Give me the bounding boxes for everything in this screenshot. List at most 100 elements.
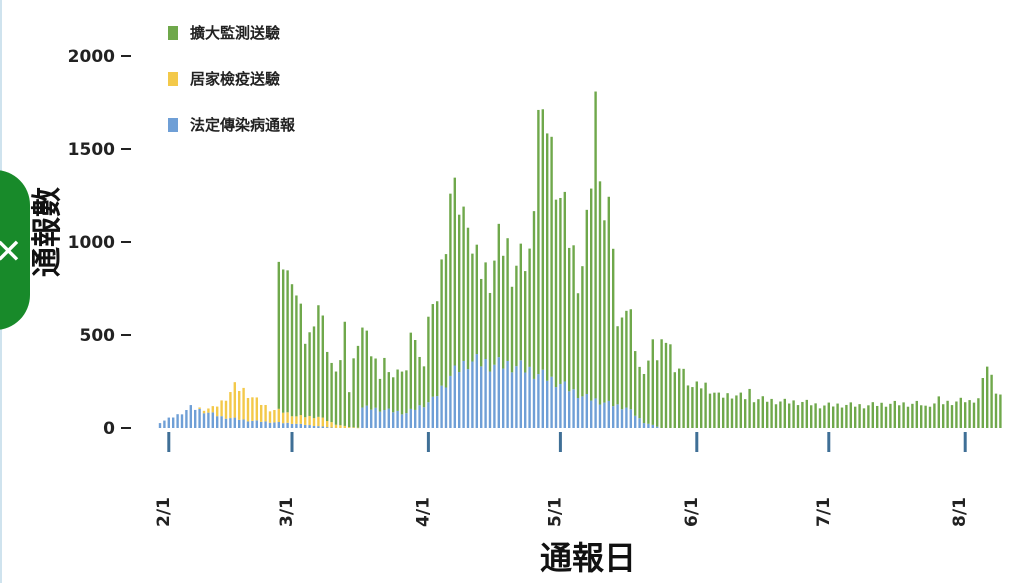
bar bbox=[867, 405, 870, 428]
bar bbox=[290, 284, 294, 417]
bar bbox=[352, 427, 355, 428]
bar bbox=[189, 405, 192, 428]
bar bbox=[638, 366, 641, 419]
bar bbox=[902, 402, 905, 428]
bar bbox=[990, 374, 993, 428]
bar bbox=[656, 426, 659, 428]
bar bbox=[312, 418, 316, 426]
bar bbox=[537, 109, 540, 375]
bar bbox=[233, 417, 236, 428]
bar bbox=[616, 404, 619, 428]
bar bbox=[370, 356, 373, 410]
bar bbox=[260, 421, 263, 428]
y-tick-label: 2000 bbox=[68, 47, 115, 67]
legend-swatch bbox=[168, 26, 178, 40]
bar bbox=[207, 412, 210, 428]
bar bbox=[603, 220, 606, 403]
bar bbox=[308, 425, 311, 428]
bar bbox=[295, 295, 298, 417]
bar bbox=[506, 360, 509, 428]
bar bbox=[282, 412, 285, 424]
bar bbox=[620, 409, 624, 428]
bar bbox=[167, 417, 170, 428]
bar bbox=[788, 403, 791, 428]
y-axis: 0 500 1000 1500 2000 bbox=[68, 47, 131, 439]
bar bbox=[598, 404, 602, 428]
bar bbox=[216, 416, 219, 428]
bar bbox=[352, 358, 355, 428]
bar bbox=[180, 414, 184, 428]
bar bbox=[950, 405, 954, 428]
green-side-tab[interactable] bbox=[0, 170, 30, 330]
bar bbox=[550, 376, 553, 428]
bar bbox=[761, 396, 764, 428]
bar bbox=[242, 387, 245, 420]
bar bbox=[471, 253, 474, 362]
bar bbox=[999, 394, 1002, 428]
bar bbox=[409, 408, 412, 428]
bar bbox=[392, 412, 395, 428]
bar bbox=[964, 402, 967, 428]
bar bbox=[581, 266, 584, 397]
bar bbox=[629, 309, 632, 410]
bar bbox=[642, 423, 646, 428]
bar bbox=[378, 411, 382, 428]
bar bbox=[220, 416, 223, 428]
bar bbox=[396, 369, 399, 411]
bar bbox=[348, 392, 351, 428]
bar bbox=[282, 269, 285, 413]
bar bbox=[207, 408, 210, 413]
bar bbox=[524, 372, 527, 428]
bar bbox=[304, 343, 307, 418]
bar bbox=[462, 360, 465, 428]
bar bbox=[607, 400, 610, 428]
bar bbox=[801, 401, 804, 428]
bar bbox=[559, 197, 562, 384]
bar bbox=[607, 196, 610, 401]
bar bbox=[638, 418, 641, 428]
bar bbox=[594, 91, 597, 399]
bar bbox=[770, 398, 773, 428]
bar bbox=[915, 400, 918, 428]
bar bbox=[524, 271, 527, 373]
bar bbox=[224, 418, 228, 428]
x-axis-title: 通報日 bbox=[539, 539, 637, 577]
bar bbox=[752, 402, 756, 428]
bar bbox=[572, 389, 575, 428]
bar bbox=[695, 381, 698, 428]
bar bbox=[682, 368, 685, 428]
bar bbox=[268, 422, 272, 428]
bar bbox=[277, 422, 280, 428]
bar bbox=[528, 366, 531, 428]
bar bbox=[422, 366, 426, 408]
bar bbox=[348, 427, 351, 428]
bar bbox=[669, 344, 672, 428]
bar bbox=[374, 407, 377, 428]
bar bbox=[898, 405, 901, 428]
close-icon[interactable]: ✕ bbox=[0, 232, 23, 272]
bar bbox=[273, 410, 276, 423]
bar bbox=[977, 398, 980, 428]
bar bbox=[185, 410, 188, 428]
bar bbox=[295, 423, 298, 428]
bar bbox=[321, 417, 324, 427]
bar bbox=[400, 371, 404, 415]
bar bbox=[317, 416, 320, 427]
bar bbox=[308, 415, 311, 426]
bar bbox=[748, 388, 751, 428]
bar bbox=[264, 421, 267, 428]
bar bbox=[691, 387, 694, 428]
bar bbox=[805, 399, 808, 428]
bar bbox=[436, 301, 439, 397]
bar bbox=[176, 414, 179, 428]
bar bbox=[238, 390, 241, 420]
bar bbox=[612, 248, 615, 407]
bar bbox=[488, 292, 492, 372]
bar bbox=[484, 262, 487, 359]
bar bbox=[326, 351, 329, 422]
bar bbox=[502, 255, 505, 369]
y-tick-label: 0 bbox=[103, 419, 115, 439]
bar bbox=[374, 358, 377, 408]
x-tick-label: 5/1 bbox=[545, 497, 565, 527]
